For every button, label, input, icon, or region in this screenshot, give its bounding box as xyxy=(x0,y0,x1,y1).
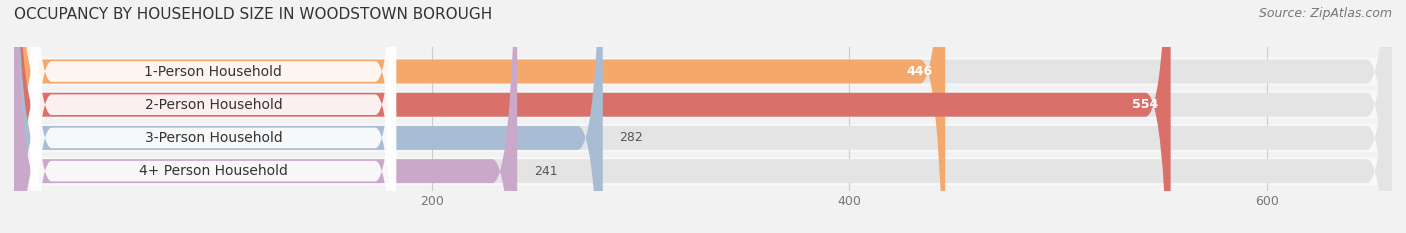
Text: 241: 241 xyxy=(534,165,558,178)
FancyBboxPatch shape xyxy=(14,91,1392,119)
FancyBboxPatch shape xyxy=(14,157,1392,185)
Text: 1-Person Household: 1-Person Household xyxy=(145,65,283,79)
FancyBboxPatch shape xyxy=(14,0,1171,233)
Text: 446: 446 xyxy=(907,65,932,78)
Text: Source: ZipAtlas.com: Source: ZipAtlas.com xyxy=(1258,7,1392,20)
Text: 4+ Person Household: 4+ Person Household xyxy=(139,164,288,178)
FancyBboxPatch shape xyxy=(31,0,396,233)
Text: 3-Person Household: 3-Person Household xyxy=(145,131,283,145)
Text: 2-Person Household: 2-Person Household xyxy=(145,98,283,112)
FancyBboxPatch shape xyxy=(14,0,603,233)
FancyBboxPatch shape xyxy=(14,0,1392,233)
FancyBboxPatch shape xyxy=(14,0,1392,233)
FancyBboxPatch shape xyxy=(14,0,517,233)
FancyBboxPatch shape xyxy=(14,0,945,233)
FancyBboxPatch shape xyxy=(31,0,396,233)
Text: OCCUPANCY BY HOUSEHOLD SIZE IN WOODSTOWN BOROUGH: OCCUPANCY BY HOUSEHOLD SIZE IN WOODSTOWN… xyxy=(14,7,492,22)
FancyBboxPatch shape xyxy=(31,0,396,233)
FancyBboxPatch shape xyxy=(14,0,1392,233)
Text: 554: 554 xyxy=(1132,98,1159,111)
FancyBboxPatch shape xyxy=(14,124,1392,152)
FancyBboxPatch shape xyxy=(31,0,396,233)
FancyBboxPatch shape xyxy=(14,58,1392,86)
Text: 282: 282 xyxy=(620,131,643,144)
FancyBboxPatch shape xyxy=(14,0,1392,233)
